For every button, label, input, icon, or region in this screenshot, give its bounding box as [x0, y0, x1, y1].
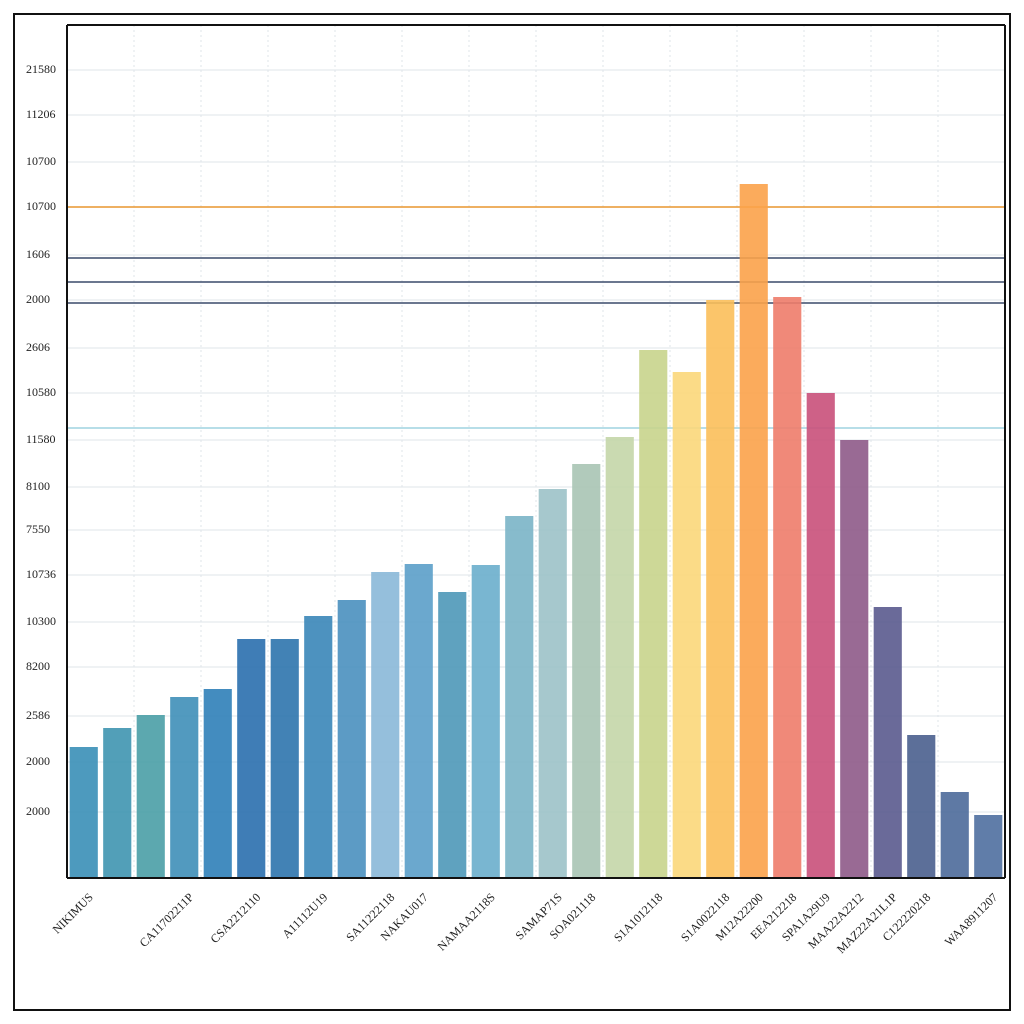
frame	[13, 13, 1011, 1011]
bar	[438, 592, 467, 878]
y-tick-label: 8100	[26, 479, 50, 493]
y-tick-label: 2606	[26, 340, 50, 354]
y-tick-label: 11580	[26, 432, 56, 446]
y-tick-label: 8200	[26, 659, 50, 673]
bar	[505, 516, 534, 878]
bar	[136, 715, 165, 878]
y-tick-label: 7550	[26, 522, 50, 536]
bar	[270, 639, 299, 878]
bar	[103, 728, 132, 878]
bar	[605, 437, 634, 878]
x-tick-label: NIKIMUS	[50, 890, 96, 936]
x-tick-label: WAA8911207	[942, 890, 1001, 949]
x-tick-label: S1A1012118	[611, 890, 665, 944]
y-tick-label: 2000	[26, 754, 50, 768]
x-tick-label: NAMAA2118S	[434, 890, 497, 953]
bar	[404, 564, 433, 878]
bar	[69, 747, 98, 878]
y-tick-label: 2000	[26, 292, 50, 306]
bar	[471, 565, 500, 878]
bar	[907, 735, 936, 878]
y-tick-label: 10700	[26, 154, 56, 168]
bar	[773, 297, 802, 878]
bar	[304, 616, 333, 878]
y-tick-label: 21580	[26, 62, 56, 76]
y-tick-label: 10736	[26, 567, 56, 581]
bar	[940, 792, 969, 878]
bar	[170, 697, 199, 878]
y-tick-label: 1606	[26, 247, 50, 261]
y-tick-label: 10700	[26, 199, 56, 213]
y-tick-label: 2000	[26, 804, 50, 818]
bar	[873, 607, 902, 878]
bar	[806, 393, 835, 878]
bar	[572, 464, 601, 878]
x-tick-label: CSA2212110	[208, 890, 264, 946]
y-tick-label: 10300	[26, 614, 56, 628]
y-tick-label: 10580	[26, 385, 56, 399]
bar	[672, 372, 701, 878]
x-tick-label: A11112U19	[279, 890, 330, 941]
y-tick-label: 2586	[26, 708, 50, 722]
bar	[371, 572, 400, 878]
bar	[237, 639, 266, 878]
bar	[639, 350, 668, 878]
bar	[337, 600, 366, 878]
bar	[840, 440, 869, 878]
x-tick-label: CA11702211P	[137, 890, 197, 950]
bar	[739, 184, 768, 878]
bar	[706, 300, 735, 878]
bar	[538, 489, 567, 878]
y-tick-label: 11206	[26, 107, 56, 121]
bar	[974, 815, 1003, 878]
bar	[203, 689, 232, 878]
